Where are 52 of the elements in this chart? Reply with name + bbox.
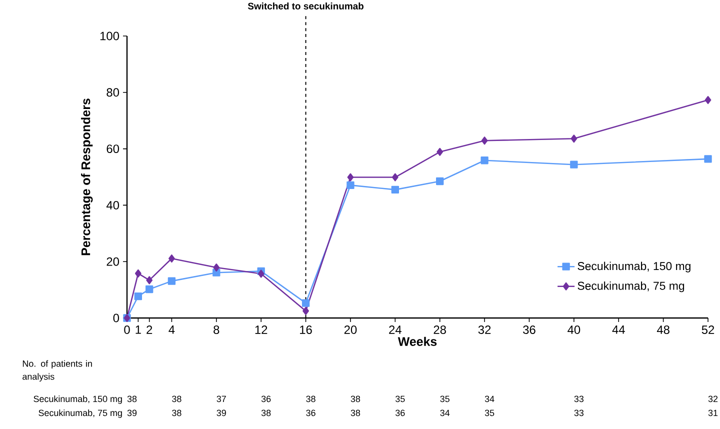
y-axis-title: Percentage of Responders	[81, 98, 93, 256]
x-tick-label: 4	[168, 326, 175, 334]
text: 38	[172, 410, 182, 416]
text: 35	[440, 396, 450, 402]
x-tick-label: 36	[523, 326, 536, 334]
text: 33	[574, 396, 584, 402]
legend-label: Secukinumab, 150 mg	[578, 262, 690, 272]
x-tick-label: 28	[434, 326, 446, 334]
y-tick-label: 40	[106, 200, 120, 210]
legend-label: Secukinumab, 75 mg	[578, 281, 684, 292]
x-tick-label: 2	[146, 326, 152, 334]
text: 32	[708, 396, 718, 402]
text: 34	[440, 410, 450, 416]
x-tick-label: 0	[124, 326, 130, 334]
text: Secukinumab, 150 mg	[34, 396, 122, 404]
x-tick-label: 52	[702, 326, 714, 334]
text: 39	[127, 410, 137, 416]
y-tick-label: 0	[113, 314, 120, 322]
text: 31	[708, 410, 718, 416]
x-tick-label: 40	[568, 326, 580, 334]
text: 38	[306, 396, 316, 402]
y-tick-label: 60	[106, 144, 120, 154]
x-tick-label: 1	[136, 326, 141, 334]
text: 39	[216, 410, 226, 416]
text: 38	[127, 396, 137, 402]
text: 37	[216, 396, 226, 402]
x-tick-label: 48	[656, 326, 670, 334]
y-tick-label: 20	[106, 257, 120, 266]
text: 38	[261, 410, 271, 416]
text: No. of patients in analysis	[22, 360, 92, 382]
text: 34	[484, 396, 494, 402]
text: Secukinumab, 75 mg	[38, 410, 122, 418]
x-tick-label: 12	[255, 326, 268, 334]
x-tick-label: 8	[214, 326, 220, 334]
text: 38	[350, 396, 360, 402]
ref-line-label: Switched to secukinumab	[248, 2, 364, 10]
text: 36	[396, 410, 405, 416]
x-tick-label: 16	[300, 326, 312, 334]
text: 36	[306, 410, 316, 416]
text: 35	[396, 396, 405, 402]
x-tick-label: 44	[612, 326, 625, 334]
text: 38	[172, 396, 182, 402]
text: 35	[484, 410, 494, 416]
x-tick-label: 20	[344, 326, 357, 334]
y-tick-label: 80	[106, 88, 120, 97]
x-axis-title: Weeks	[398, 336, 437, 346]
x-tick-label: 24	[389, 326, 402, 334]
text: 36	[261, 396, 271, 402]
y-tick-label: 100	[100, 32, 120, 40]
x-tick-label: 32	[478, 326, 491, 334]
text: 38	[350, 410, 360, 416]
text: 33	[574, 410, 584, 416]
